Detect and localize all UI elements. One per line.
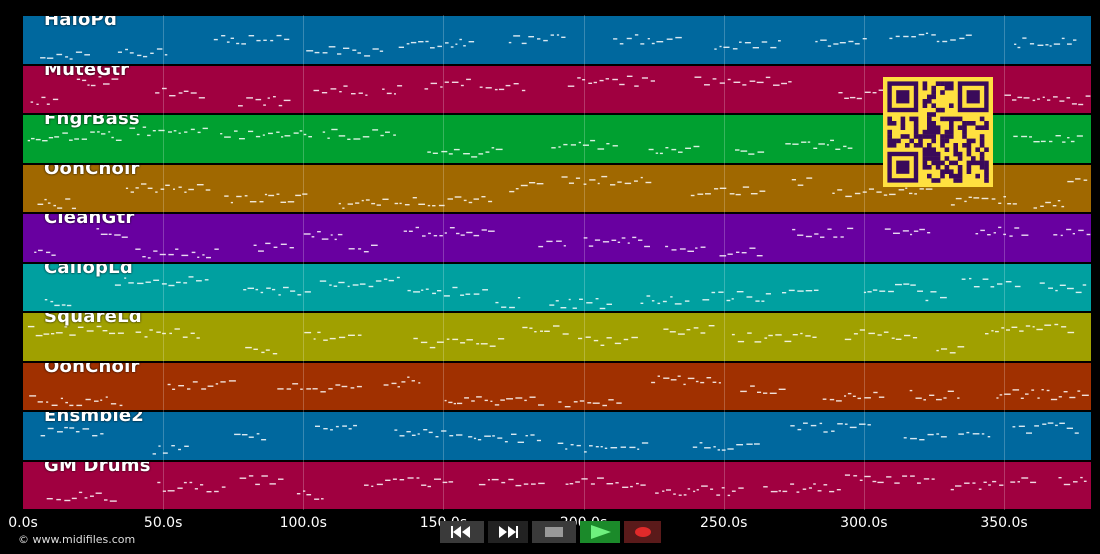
track-lane[interactable]: CaliopLd [23, 262, 1091, 312]
rewind-button[interactable] [440, 521, 484, 543]
track-name: SquareLd [44, 312, 142, 327]
play-button[interactable] [580, 521, 620, 543]
grid-line [1004, 15, 1005, 510]
grid-line [443, 15, 445, 510]
fast-forward-button[interactable] [488, 521, 528, 543]
grid-line [163, 15, 165, 510]
track-name: HaloPd [44, 15, 118, 30]
track-name: CaliopLd [44, 262, 133, 278]
grid-line [303, 15, 305, 510]
track-lane[interactable]: GM Drums [23, 460, 1091, 510]
track-name: GM Drums [44, 460, 151, 476]
record-icon [634, 526, 652, 538]
track-name: MuteGtr [44, 64, 130, 80]
rewind-icon [450, 526, 474, 538]
stop-button[interactable] [532, 521, 576, 543]
copyright-text: © www.midifiles.com [18, 533, 136, 546]
qr-code-icon[interactable] [883, 77, 993, 187]
track-lane[interactable]: Ensmble2 [23, 411, 1091, 461]
note-pattern [37, 175, 1088, 209]
grid-line [723, 15, 725, 510]
stop-icon [545, 526, 563, 538]
track-lane[interactable]: SquareLd [23, 312, 1091, 362]
track-name: FngrBass [44, 114, 140, 129]
note-pattern [27, 323, 1075, 355]
track-name: OohChoir [44, 163, 140, 179]
play-icon [589, 525, 611, 539]
track-name: Ensmble2 [44, 411, 144, 426]
note-pattern [34, 226, 1091, 259]
note-pattern [44, 275, 1087, 309]
note-pattern [29, 375, 1089, 407]
track-name: OohChoir [44, 361, 140, 377]
record-button[interactable] [624, 521, 661, 543]
track-lane[interactable]: CleanGtr [23, 213, 1091, 263]
track-lane[interactable]: HaloPd [23, 15, 1091, 65]
note-pattern [46, 473, 1087, 502]
note-pattern [40, 422, 1079, 455]
time-tick-label: 100.0s [279, 515, 327, 531]
grid-line [583, 15, 585, 510]
grid-line [863, 15, 865, 510]
track-lane[interactable]: OohChoir [23, 361, 1091, 411]
time-tick-label: 0.0s [8, 515, 38, 531]
note-pattern [40, 32, 1077, 60]
time-tick-label: 250.0s [700, 515, 748, 531]
fast-forward-icon [496, 526, 520, 538]
time-tick-label: 350.0s [980, 515, 1028, 531]
time-tick-label: 50.0s [143, 515, 183, 531]
time-tick-label: 300.0s [840, 515, 888, 531]
track-name: CleanGtr [44, 213, 135, 228]
